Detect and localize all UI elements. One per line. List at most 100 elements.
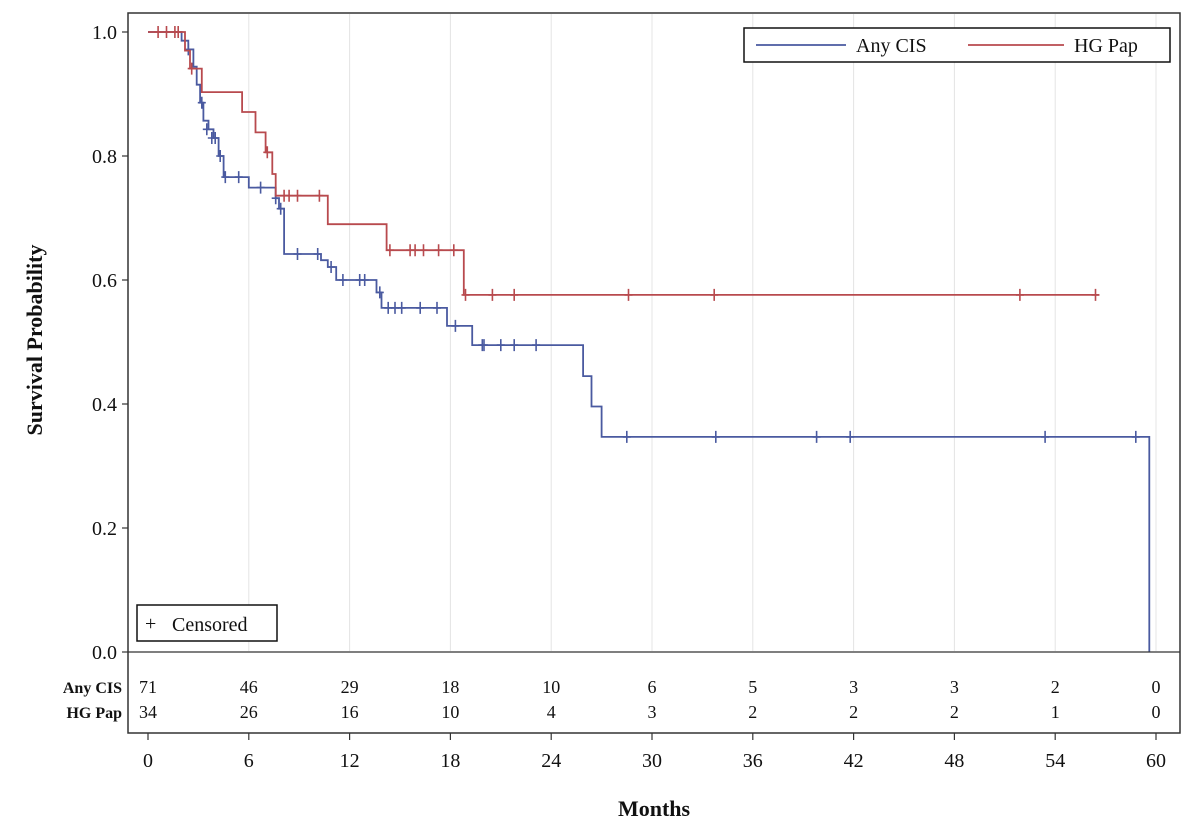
censored-marker-symbol: + xyxy=(145,613,156,635)
risk-count: 0 xyxy=(1152,702,1161,722)
risk-count: 2 xyxy=(748,702,757,722)
censor-mark-hg-pap xyxy=(385,244,394,257)
risk-count: 29 xyxy=(341,677,359,697)
censor-mark-any-cis xyxy=(234,171,243,184)
censor-mark-any-cis xyxy=(532,339,541,352)
censor-mark-hg-pap xyxy=(285,189,294,202)
risk-count: 3 xyxy=(950,677,959,697)
censor-mark-any-cis xyxy=(211,132,220,144)
survival-curve-any-cis xyxy=(148,31,1151,652)
censor-mark-hg-pap xyxy=(162,26,171,38)
censor-mark-hg-pap xyxy=(488,288,497,301)
censored-legend: + Censored xyxy=(136,604,278,642)
plot-border xyxy=(127,12,1181,734)
censor-mark-any-cis xyxy=(327,261,336,273)
legend-label-hg-pap: HG Pap xyxy=(1074,35,1138,57)
censor-mark-any-cis xyxy=(622,430,631,443)
risk-count: 16 xyxy=(341,702,359,722)
censor-mark-hg-pap xyxy=(187,62,196,75)
censor-mark-any-cis xyxy=(496,339,505,352)
risk-row-label: Any CIS xyxy=(63,680,122,697)
censor-mark-any-cis xyxy=(397,301,406,314)
y-tick-label: 0.4 xyxy=(92,394,117,416)
legend-label-any-cis: Any CIS xyxy=(856,35,927,57)
x-tick-label: 48 xyxy=(944,750,964,772)
risk-count: 1 xyxy=(1051,702,1060,722)
censor-mark-any-cis xyxy=(384,301,393,314)
censor-mark-any-cis xyxy=(416,301,425,314)
x-tick-label: 36 xyxy=(743,750,763,772)
censor-mark-hg-pap xyxy=(710,288,719,301)
censor-mark-any-cis xyxy=(480,339,488,352)
y-axis: 0.0 0.2 0.4 0.6 0.8 1.0 xyxy=(92,22,128,664)
number-at-risk-table: Any CIS 71 46 29 18 10 6 5 3 3 2 0HG Pap 34 26 16 10 4 3 2… xyxy=(63,677,1161,722)
risk-count: 2 xyxy=(950,702,959,722)
risk-count: 0 xyxy=(1152,677,1161,697)
risk-count: 6 xyxy=(648,677,657,697)
censor-mark-any-cis xyxy=(391,301,399,314)
censor-mark-any-cis xyxy=(451,319,460,332)
risk-row-label: HG Pap xyxy=(66,705,122,722)
risk-count: 26 xyxy=(240,702,258,722)
censor-mark-any-cis xyxy=(197,96,206,109)
censor-mark-any-cis xyxy=(338,274,347,286)
risk-count: 71 xyxy=(139,677,157,697)
censor-mark-hg-pap xyxy=(1091,288,1100,301)
risk-count: 18 xyxy=(441,677,459,697)
y-tick-label: 0.2 xyxy=(92,518,117,540)
censor-mark-hg-pap xyxy=(315,189,324,202)
x-tick-label: 12 xyxy=(340,750,360,772)
x-axis-title: Months xyxy=(618,796,691,821)
censor-mark-any-cis xyxy=(846,430,855,443)
y-tick-label: 1.0 xyxy=(92,22,117,44)
censor-mark-hg-pap xyxy=(510,288,519,301)
risk-count: 46 xyxy=(240,677,258,697)
x-tick-label: 24 xyxy=(541,750,561,772)
risk-count: 3 xyxy=(849,677,858,697)
risk-count: 10 xyxy=(441,702,459,722)
risk-count: 2 xyxy=(849,702,858,722)
censored-legend-label: Censored xyxy=(172,614,248,636)
risk-count: 2 xyxy=(1051,677,1060,697)
censor-mark-hg-pap xyxy=(411,244,420,257)
censor-mark-any-cis xyxy=(1041,430,1050,443)
censor-mark-hg-pap xyxy=(263,146,272,159)
x-tick-label: 0 xyxy=(143,750,153,772)
censor-mark-any-cis xyxy=(256,181,265,194)
censor-mark-any-cis xyxy=(812,430,821,443)
x-tick-label: 60 xyxy=(1146,750,1166,772)
censor-mark-hg-pap xyxy=(434,244,443,257)
y-tick-label: 0.6 xyxy=(92,270,117,292)
y-tick-label: 0.8 xyxy=(92,146,117,168)
censor-mark-any-cis xyxy=(433,301,441,314)
series-legend: Any CIS HG Pap xyxy=(743,27,1171,63)
x-tick-label: 54 xyxy=(1045,750,1065,772)
censor-mark-hg-pap xyxy=(449,244,458,257)
vertical-gridlines xyxy=(248,14,1157,651)
x-axis: 0 6 12 18 24 30 36 42 48 54 60 xyxy=(143,733,1166,772)
x-tick-label: 42 xyxy=(844,750,864,772)
risk-count: 4 xyxy=(547,702,556,722)
censor-mark-hg-pap xyxy=(154,26,163,38)
censor-mark-any-cis xyxy=(375,286,384,299)
censor-mark-any-cis xyxy=(711,430,720,443)
censor-mark-any-cis xyxy=(360,274,369,286)
censor-mark-hg-pap xyxy=(461,288,470,301)
censor-mark-any-cis xyxy=(221,171,230,184)
censor-mark-any-cis xyxy=(276,202,285,215)
x-tick-label: 18 xyxy=(440,750,460,772)
y-axis-title: Survival Probability xyxy=(22,245,47,436)
survival-curve-hg-pap xyxy=(148,31,1099,296)
y-tick-label: 0.0 xyxy=(92,642,117,664)
censor-mark-hg-pap xyxy=(174,26,183,38)
censor-mark-any-cis xyxy=(510,339,519,352)
censored-legend-box xyxy=(136,604,278,642)
censor-mark-any-cis xyxy=(1131,430,1140,443)
risk-count: 10 xyxy=(542,677,560,697)
censor-mark-any-cis xyxy=(313,248,322,260)
x-tick-label: 6 xyxy=(244,750,254,772)
censor-mark-hg-pap xyxy=(624,288,633,301)
censor-mark-hg-pap xyxy=(419,244,428,257)
x-tick-label: 30 xyxy=(642,750,662,772)
